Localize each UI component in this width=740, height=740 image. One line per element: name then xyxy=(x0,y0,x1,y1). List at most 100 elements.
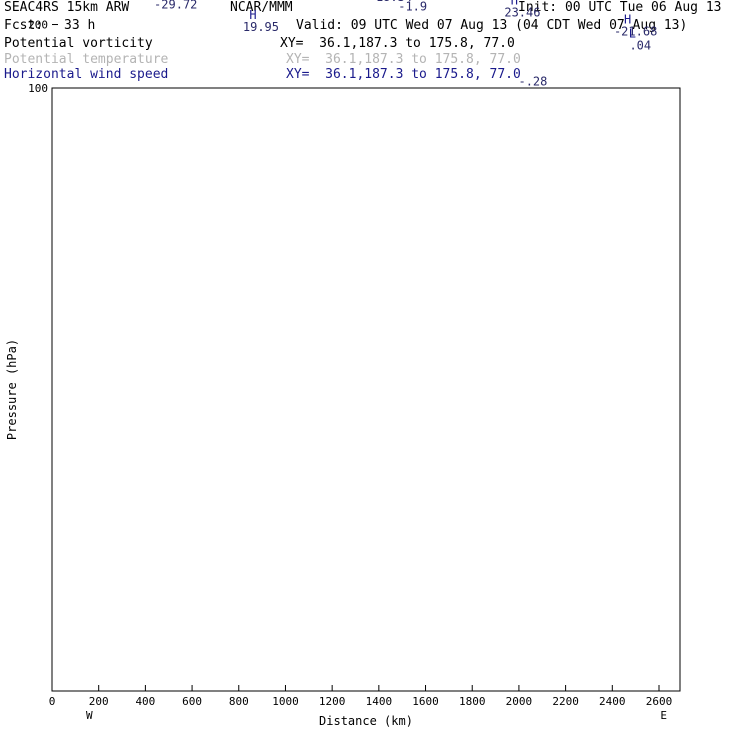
wind-vector xyxy=(587,8,600,15)
x-tick-label: 800 xyxy=(229,695,249,708)
axes: 0 200 400 600 800 1000 1200 1400 1600 1800 2000 220… xyxy=(5,19,673,728)
wind-vector xyxy=(311,16,314,28)
theta-contours xyxy=(52,0,678,20)
theta-contour xyxy=(52,0,678,20)
wind-vector xyxy=(313,69,328,70)
pv-extremum-marker: L xyxy=(629,26,636,40)
x-tick-label: 1600 xyxy=(412,695,439,708)
wind-vector xyxy=(124,2,129,16)
pv-contour-label: -29.72 xyxy=(154,0,197,12)
wind-vector xyxy=(541,3,545,15)
wind-vector xyxy=(203,59,208,69)
x-tick-label: 0 xyxy=(49,695,56,708)
wind-vector xyxy=(389,69,397,81)
wind-vector xyxy=(76,69,82,83)
wind-vector xyxy=(225,32,229,43)
x-end-label-east: E xyxy=(660,709,667,722)
wind-vector xyxy=(482,35,487,43)
pv-contour-label: .04 xyxy=(629,38,651,52)
stratosphere-fill xyxy=(52,0,680,88)
wind-vector xyxy=(461,40,472,42)
wind-vector xyxy=(187,56,188,69)
stratosphere-theta-line xyxy=(52,58,668,66)
wind-vector xyxy=(440,10,453,15)
wind-vector xyxy=(82,42,85,56)
wind-vector xyxy=(61,16,64,26)
stratosphere-shading xyxy=(52,0,680,88)
wind-vector xyxy=(103,69,104,85)
wind-vector xyxy=(204,2,208,16)
pv-contour-label: -1.9 xyxy=(398,0,427,14)
wind-vector xyxy=(334,69,344,81)
wind-vector xyxy=(663,16,671,28)
field-name-wind: Horizontal wind speed xyxy=(4,67,169,82)
wind-vector xyxy=(103,42,115,50)
wind-vector xyxy=(372,16,376,31)
pv-extremum-marker: H xyxy=(511,0,518,7)
stratosphere-theta-line xyxy=(52,65,668,73)
wind-vector xyxy=(580,55,587,69)
x-tick-label: 2000 xyxy=(506,695,533,708)
center-label: NCAR/MMM xyxy=(230,0,293,15)
wind-vector xyxy=(201,32,209,43)
contour-labels: -1.5H-29.72H19.95H18.34L-1.9H23.46L20.07… xyxy=(154,0,657,88)
wind-vector xyxy=(250,33,252,42)
stratosphere-theta-line xyxy=(52,0,668,3)
plot-frame xyxy=(51,87,681,692)
pv-contour-label: 19.95 xyxy=(243,20,279,34)
wind-vector xyxy=(327,16,335,28)
wind-vector xyxy=(369,69,376,83)
pv-contours xyxy=(52,0,680,60)
wind-vector xyxy=(503,59,511,69)
x-end-label-west: W xyxy=(86,709,93,722)
wind-vector xyxy=(271,36,280,42)
wind-vector xyxy=(560,28,566,42)
terrain-fill xyxy=(52,88,680,691)
fcst-label: Fcst: xyxy=(4,18,44,33)
x-tick-label: 2600 xyxy=(646,695,673,708)
field-xy-pv: XY= 36.1,187.3 to 175.8, 77.0 xyxy=(280,36,515,51)
stratosphere-theta-line xyxy=(52,79,668,87)
wind-vector xyxy=(57,42,61,53)
stratosphere-theta-line xyxy=(52,23,668,31)
wind-vector xyxy=(246,59,250,69)
x-tick-label: 1200 xyxy=(319,695,346,708)
x-tick-label: 1800 xyxy=(459,695,486,708)
stratosphere-theta-line xyxy=(52,51,668,59)
wind-vector xyxy=(556,56,565,69)
wind-vector xyxy=(353,0,356,3)
wind-vector xyxy=(461,4,466,16)
wind-vector xyxy=(124,69,136,80)
wind-vector xyxy=(164,27,166,42)
x-tick-label: 2200 xyxy=(552,695,579,708)
wind-vector xyxy=(629,59,639,69)
y-tick-label: 100 xyxy=(28,82,48,95)
wind-vector xyxy=(566,2,570,16)
pv-extremum-marker: L xyxy=(401,0,408,2)
stratosphere-theta-line xyxy=(52,37,668,45)
wind-vector xyxy=(587,27,589,43)
wind-vector xyxy=(517,31,523,42)
wind-vector xyxy=(347,42,355,56)
wind-vector xyxy=(229,3,233,16)
field-name-pv: Potential vorticity xyxy=(4,36,153,51)
fcst-value: 33 h xyxy=(64,18,96,33)
pv-contour-label: 18.34 xyxy=(376,0,412,4)
pv-extremum-marker: H xyxy=(624,12,631,26)
x-tick-label: 400 xyxy=(135,695,155,708)
field-xy-theta: XY= 36.1,187.3 to 175.8, 77.0 xyxy=(286,52,521,67)
pv-contour-label: -.28 xyxy=(518,74,547,88)
y-tick-label: 200 xyxy=(28,19,48,32)
wind-vector xyxy=(224,61,229,69)
x-tick-label: 600 xyxy=(182,695,202,708)
wind-vector xyxy=(440,69,441,80)
wind-vector xyxy=(662,0,670,2)
wind-vector xyxy=(53,69,61,80)
wind-vector xyxy=(82,16,93,21)
init-time: Init: 00 UTC Tue 06 Aug 13 xyxy=(518,0,722,15)
wind-vector xyxy=(671,69,678,77)
wind-vector xyxy=(440,42,450,50)
stratosphere-theta-line xyxy=(52,72,668,80)
x-tick-label: 1400 xyxy=(366,695,393,708)
